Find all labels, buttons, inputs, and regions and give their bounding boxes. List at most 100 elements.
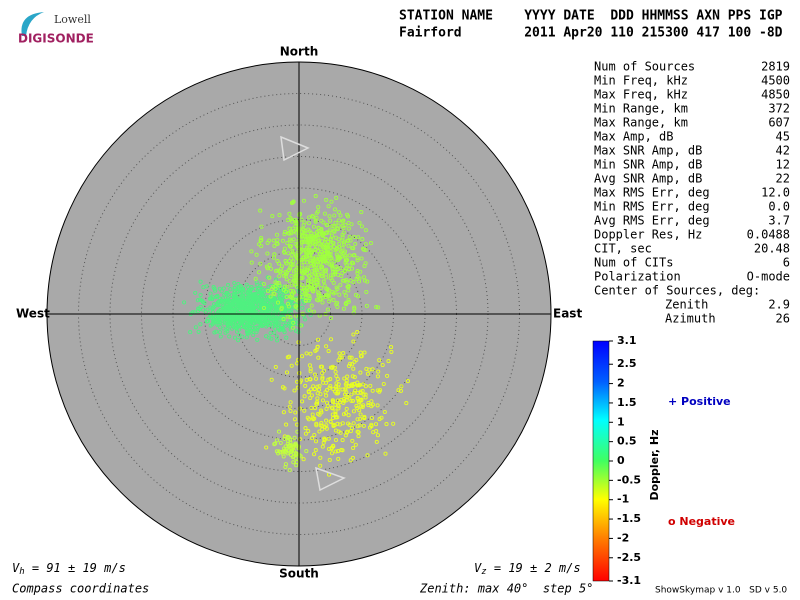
source-dot [294,254,299,259]
source-dot [328,273,333,278]
source-dot [386,359,391,364]
source-dot [341,351,346,356]
source-dot [244,314,249,319]
source-dot [319,265,324,270]
source-dot [255,337,260,342]
colorbar-tick-label: -3.1 [617,574,641,587]
source-dot [210,297,215,302]
source-dot [275,281,280,286]
source-dot [333,220,338,225]
source-dot [282,386,287,391]
source-dot [325,239,331,244]
source-dot [363,228,368,233]
source-dot [310,412,315,417]
source-dot [361,247,366,252]
source-dot [333,411,338,416]
source-dot [288,400,293,405]
source-dot [343,253,348,258]
source-dot [321,255,326,260]
source-dot [368,383,373,388]
source-dot [306,298,311,303]
colorbar-tick-label: 2 [617,377,625,390]
source-dot [355,429,360,434]
source-dot [338,213,343,218]
source-dot [285,301,291,306]
source-dot [293,410,298,415]
source-dot [233,299,238,304]
source-dot [275,259,280,264]
source-dot [307,296,312,301]
source-dot [297,437,302,442]
source-dot [356,235,361,240]
source-dot [377,358,382,363]
source-dot [320,371,325,376]
source-dot [205,319,210,324]
stat-value: 0.0 [768,200,790,214]
source-dot [214,294,219,299]
source-dot [236,289,241,294]
arrow [280,135,310,162]
source-dot [375,388,380,393]
direction-label: North [280,45,318,59]
source-dot [323,293,328,298]
logo-bottom: DIGISONDE [18,32,94,46]
source-dot [292,417,298,422]
source-dot [335,391,340,396]
source-dot [289,446,294,451]
source-dot [208,308,213,313]
source-dot [257,290,262,295]
source-dot [342,376,347,381]
source-dot [321,279,326,284]
source-dot [317,412,322,417]
source-dot [307,294,312,299]
source-dot [248,328,253,333]
source-dot [288,266,293,271]
source-dot [329,199,334,204]
source-dot [291,448,296,453]
stat-value: 3.7 [768,214,790,228]
source-dot [193,325,198,330]
source-dot [335,421,340,426]
source-dot [286,443,291,448]
source-dot [333,409,338,414]
source-dot [368,241,374,246]
source-dot [324,250,329,255]
source-dot [347,422,352,427]
source-dot [225,297,230,302]
source-dot [327,214,332,219]
source-dot [274,334,279,339]
source-dot [244,335,249,340]
source-dot [268,294,273,299]
source-dot [328,337,334,342]
source-dot [315,337,321,342]
source-dot [246,322,251,327]
source-dot [196,306,201,311]
source-dot [319,273,324,278]
source-dot [285,435,290,440]
source-dot [264,334,269,339]
source-dot [284,274,289,279]
source-dot [291,259,296,264]
source-dot [343,222,348,228]
source-dot [338,282,343,288]
source-dot [260,316,265,321]
source-dot [233,323,238,328]
source-dot [341,218,346,223]
source-dot [258,306,263,311]
source-dot [282,229,288,234]
source-dot [214,329,219,334]
source-dot [246,293,251,298]
source-dot [335,304,340,309]
source-dot [341,412,347,417]
source-dot [283,272,289,277]
source-dot [366,400,371,406]
source-dot [299,263,304,268]
source-dot [326,349,331,354]
source-dot [240,288,245,293]
source-dot [303,431,308,436]
source-dot [347,235,352,240]
source-dot [286,251,291,256]
source-dot [218,330,223,335]
source-dot [308,366,313,371]
source-dot [228,302,233,307]
